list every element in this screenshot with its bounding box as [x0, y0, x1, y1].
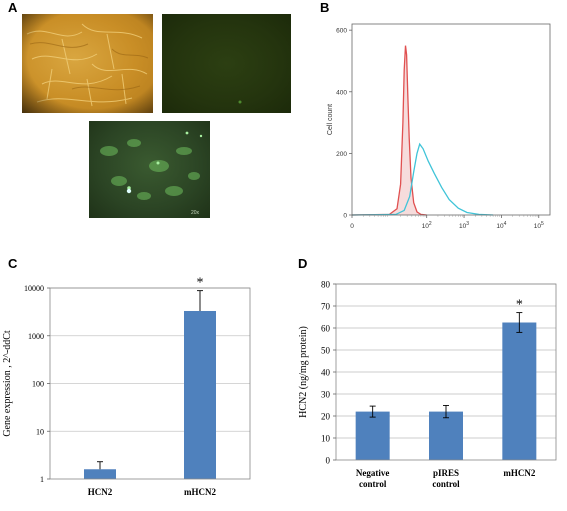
y-tick-label: 400 [336, 89, 347, 96]
y-tick-label: 60 [321, 324, 331, 334]
y-tick-label: 10 [36, 427, 44, 436]
hcn2-protein-chart: * 01020304050607080NegativecontrolpIRESc… [298, 280, 557, 489]
panel-letter-d: D [298, 256, 308, 271]
y-axis-label: HCN2 (ng/mg protein) [298, 326, 309, 418]
x-tick-base: 10 [496, 223, 504, 230]
bar-hcn2 [84, 469, 116, 479]
x-category-label: Negative [356, 468, 390, 478]
y-tick-label: 0 [343, 213, 347, 220]
y-tick-label: 100 [32, 380, 44, 389]
x-category-label: HCN2 [88, 487, 113, 497]
x-category-label: control [359, 479, 387, 489]
x-tick-base: 10 [534, 223, 542, 230]
brightfield-micrograph [22, 14, 153, 113]
panel-letter-a: A [8, 0, 18, 15]
scale-label: 20x [191, 210, 200, 216]
x-tick-label: 105 [534, 221, 544, 230]
y-tick-label: 80 [321, 280, 331, 290]
y-tick-label: 200 [336, 151, 347, 158]
x-tick-label: 104 [496, 221, 506, 230]
significance-marker: * [197, 276, 204, 291]
x-tick-exponent: 5 [541, 221, 544, 227]
x-category-label: control [432, 479, 460, 489]
y-tick-label: 1 [40, 475, 44, 484]
vignette [22, 14, 153, 113]
y-tick-label: 600 [336, 28, 347, 35]
y-tick-label: 20 [321, 412, 331, 422]
y-tick-label: 10000 [24, 284, 44, 293]
bar-mhcn2 [184, 310, 216, 479]
fluorescence-micrograph-transfected: 20x [89, 121, 210, 218]
x-category-label: mHCN2 [503, 468, 535, 478]
y-axis-label: Cell count [327, 104, 334, 135]
series-0-area [352, 45, 427, 215]
x-tick-exponent: 4 [504, 221, 507, 227]
x-tick-label: 103 [459, 221, 469, 230]
x-tick-base: 10 [422, 223, 430, 230]
dim-fluorescence [238, 100, 242, 104]
x-tick-exponent: 2 [429, 221, 432, 227]
y-tick-label: 50 [321, 346, 331, 356]
y-tick-label: 30 [321, 390, 331, 400]
bar [355, 411, 390, 460]
x-category-label: mHCN2 [184, 487, 216, 497]
y-tick-label: 10 [321, 434, 331, 444]
y-tick-label: 40 [321, 368, 331, 378]
bar [502, 322, 537, 460]
series-0-line [351, 45, 427, 216]
x-tick-base: 10 [459, 223, 467, 230]
panel-letter-c: C [8, 256, 18, 271]
y-tick-label: 0 [326, 456, 331, 466]
y-axis-label: Gene expression , 2^-ddCt [2, 330, 13, 437]
x-category-label: pIRES [433, 468, 459, 478]
green-cells: 20x [100, 131, 203, 216]
x-tick-label: 102 [422, 221, 432, 230]
panel-letter-b: B [320, 0, 330, 15]
x-tick-label: 0 [350, 223, 354, 230]
x-tick-exponent: 3 [466, 221, 469, 227]
bar [429, 411, 463, 460]
series-1-line [351, 142, 494, 216]
x-tick-base: 0 [350, 223, 354, 230]
y-tick-label: 70 [321, 302, 331, 312]
y-tick-label: 1000 [28, 332, 44, 341]
gene-expression-chart: * 1 10 100 1000 10000 HCN2 mHCN2 Gene expressi… [2, 276, 251, 497]
fluorescence-micrograph-control [162, 14, 291, 113]
significance-marker: * [516, 298, 523, 313]
plot-frame [351, 23, 551, 216]
